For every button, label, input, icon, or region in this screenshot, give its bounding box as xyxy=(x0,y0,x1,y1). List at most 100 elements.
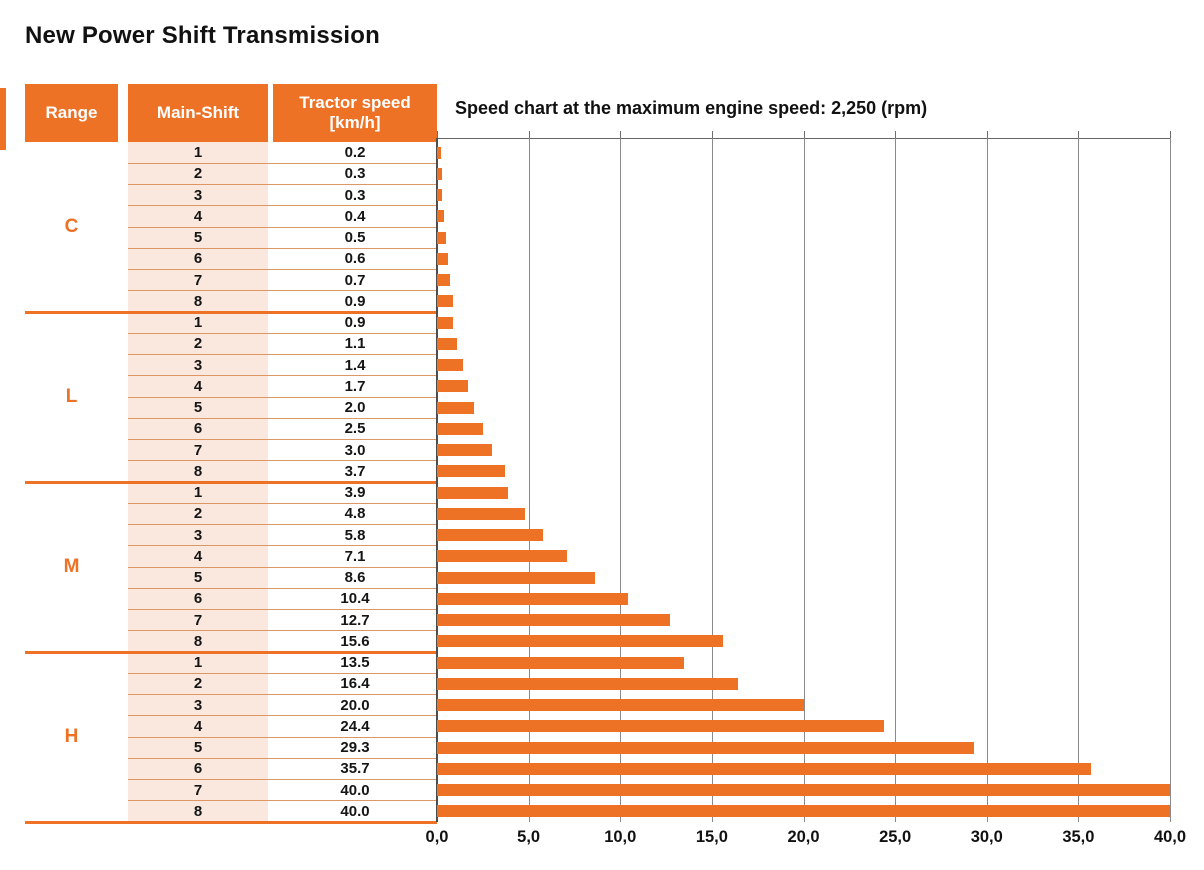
row-divider xyxy=(128,524,437,525)
gear-cell: 4 xyxy=(193,377,203,395)
gear-cell: 2 xyxy=(193,165,203,183)
gear-cell: 5 xyxy=(193,229,203,247)
row-divider xyxy=(128,290,437,292)
speed-bar xyxy=(437,189,443,202)
speed-bar xyxy=(437,550,568,563)
speed-cell: 1.7 xyxy=(344,377,366,395)
row-divider xyxy=(128,162,437,164)
row-divider xyxy=(128,545,437,547)
speed-bar xyxy=(437,784,1170,797)
range-divider xyxy=(25,310,437,314)
row-divider xyxy=(128,354,437,355)
speed-cell: 20.0 xyxy=(340,696,370,714)
grid-tick xyxy=(1170,131,1171,138)
speed-bar xyxy=(437,146,441,159)
speed-bar xyxy=(437,529,544,542)
speed-bar xyxy=(437,805,1170,818)
gridline xyxy=(1170,138,1171,822)
speed-cell: 0.3 xyxy=(344,165,366,183)
speed-cell: 0.6 xyxy=(344,250,366,268)
table-header-tractor-speed: Tractor speed [km/h] xyxy=(273,84,437,142)
speed-cell: 29.3 xyxy=(340,739,370,757)
speed-cell: 40.0 xyxy=(340,802,370,820)
x-axis-label: 30,0 xyxy=(970,828,1003,846)
row-divider xyxy=(128,502,437,504)
gear-cell: 5 xyxy=(193,399,203,417)
gear-cell: 3 xyxy=(193,696,203,714)
speed-cell: 24.4 xyxy=(340,717,370,735)
gear-cell: 2 xyxy=(193,505,203,523)
gear-cell: 2 xyxy=(193,675,203,693)
row-divider xyxy=(128,226,437,228)
gear-cell: 5 xyxy=(193,569,203,587)
speed-bar xyxy=(437,677,738,690)
row-divider xyxy=(128,417,437,419)
range-label-l: L xyxy=(65,386,78,407)
speed-bar xyxy=(437,614,670,627)
grid-tick xyxy=(711,131,713,138)
row-divider xyxy=(128,587,437,589)
speed-cell: 8.6 xyxy=(344,569,366,587)
grid-tick xyxy=(895,131,897,138)
speed-cell: 40.0 xyxy=(340,781,370,799)
gear-cell: 3 xyxy=(193,356,203,374)
gear-cell: 4 xyxy=(193,547,203,565)
speed-bar xyxy=(437,656,685,669)
speed-bar xyxy=(437,465,505,478)
speed-cell: 35.7 xyxy=(340,760,370,778)
gear-cell: 6 xyxy=(193,250,203,268)
row-divider xyxy=(128,757,437,759)
speed-bar xyxy=(437,635,723,648)
gear-cell: 3 xyxy=(193,526,203,544)
x-axis-label: 20,0 xyxy=(787,828,820,846)
gear-cell: 4 xyxy=(193,207,203,225)
gridline xyxy=(711,138,713,822)
speed-bar xyxy=(437,444,492,457)
row-divider xyxy=(128,460,437,462)
grid-tick xyxy=(437,131,438,138)
row-divider xyxy=(128,779,437,780)
grid-tick xyxy=(528,131,530,138)
gridline xyxy=(895,138,897,822)
gear-cell: 7 xyxy=(193,611,203,629)
x-axis-label: 15,0 xyxy=(695,828,728,846)
row-divider xyxy=(128,672,437,674)
left-edge-accent xyxy=(0,88,6,150)
speed-bar xyxy=(437,252,448,265)
y-axis-line xyxy=(436,138,438,822)
x-axis-label: 35,0 xyxy=(1062,828,1095,846)
gear-cell: 8 xyxy=(193,802,203,820)
gridline xyxy=(1078,138,1080,822)
row-divider xyxy=(128,184,437,185)
speed-cell: 12.7 xyxy=(340,611,370,629)
gridline xyxy=(528,138,530,822)
row-divider xyxy=(128,375,437,377)
gear-cell: 8 xyxy=(193,292,203,310)
speed-cell: 13.5 xyxy=(340,654,370,672)
speed-cell: 2.5 xyxy=(344,420,366,438)
speed-bar xyxy=(437,359,463,372)
speed-cell: 5.8 xyxy=(344,526,366,544)
gear-cell: 1 xyxy=(193,314,203,332)
row-divider xyxy=(128,396,437,398)
grid-tick xyxy=(1078,131,1080,138)
gear-cell: 5 xyxy=(193,739,203,757)
speed-cell: 15.6 xyxy=(340,632,370,650)
range-divider xyxy=(25,650,437,654)
table-header-main-shift: Main-Shift xyxy=(128,84,268,142)
row-divider xyxy=(128,630,437,632)
row-divider xyxy=(128,332,437,334)
speed-cell: 0.9 xyxy=(344,314,366,332)
row-divider xyxy=(128,269,437,270)
speed-bar xyxy=(437,762,1092,775)
row-divider xyxy=(128,800,437,802)
speed-bar xyxy=(437,316,454,329)
speed-bar xyxy=(437,507,525,520)
speed-bar xyxy=(437,699,804,712)
page-title: New Power Shift Transmission xyxy=(25,22,381,49)
speed-cell: 1.1 xyxy=(344,335,366,353)
x-axis-label: 0,0 xyxy=(425,828,449,846)
speed-cell: 3.0 xyxy=(344,441,366,459)
gear-cell: 8 xyxy=(193,632,203,650)
